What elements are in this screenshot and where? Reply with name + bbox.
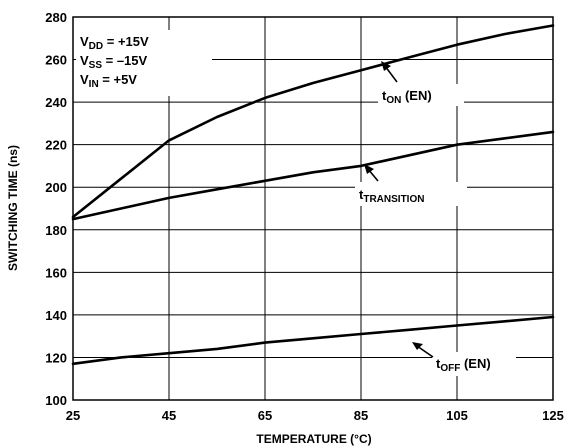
ttransition-label-text: tTRANSITION [359, 187, 424, 205]
x-tick-label: 85 [354, 408, 368, 423]
x-tick-label: 125 [542, 408, 564, 423]
condition-vdd: VDD = +15V [80, 34, 149, 52]
ttransition-curve [71, 130, 555, 221]
ton-label-text: tON (EN) [382, 88, 432, 106]
y-tick-label: 140 [45, 308, 67, 323]
conditions-background [76, 30, 212, 96]
conditions-box: VDD = +15V VSS = –15V VIN = +5V [76, 30, 212, 96]
y-tick-label: 120 [45, 350, 67, 365]
ton-label-background [378, 84, 464, 106]
toff-label-arrowhead [412, 342, 423, 350]
x-axis-title: TEMPERATURE (°C) [256, 432, 371, 446]
x-tick-label: 45 [162, 408, 176, 423]
x-tick-label: 105 [446, 408, 468, 423]
ttransition-label-arrowhead [364, 164, 374, 174]
y-tick-label: 200 [45, 180, 67, 195]
series-label-toff: tOFF (EN) [412, 342, 516, 376]
y-axis-title: SWITCHING TIME (ns) [6, 145, 20, 271]
y-tick-label: 280 [45, 10, 67, 25]
y-tick-label: 260 [45, 53, 67, 68]
ttransition-label-background [355, 182, 467, 206]
condition-vss: VSS = –15V [80, 53, 148, 71]
tick-labels: 25 45 65 85 105 125 100 120 140 160 180 200 220 240 26… [45, 10, 564, 423]
x-tick-label: 25 [66, 408, 80, 423]
ton-curve [71, 24, 555, 219]
plot-frame [72, 16, 554, 401]
toff-label-background [432, 352, 516, 376]
y-tick-label: 160 [45, 265, 67, 280]
y-tick-label: 180 [45, 223, 67, 238]
toff-label-arrow [416, 345, 434, 358]
toff-curve [71, 315, 555, 366]
y-tick-label: 240 [45, 95, 67, 110]
condition-vin: VIN = +5V [80, 72, 137, 90]
y-tick-label: 220 [45, 138, 67, 153]
series-label-ton: tON (EN) [378, 61, 464, 106]
x-tick-label: 65 [258, 408, 272, 423]
toff-label-text: tOFF (EN) [436, 356, 491, 374]
y-tick-label: 100 [45, 393, 67, 408]
series-label-ttransition: tTRANSITION [355, 164, 467, 206]
series-curves [71, 24, 555, 366]
ton-label-arrowhead [381, 61, 391, 71]
